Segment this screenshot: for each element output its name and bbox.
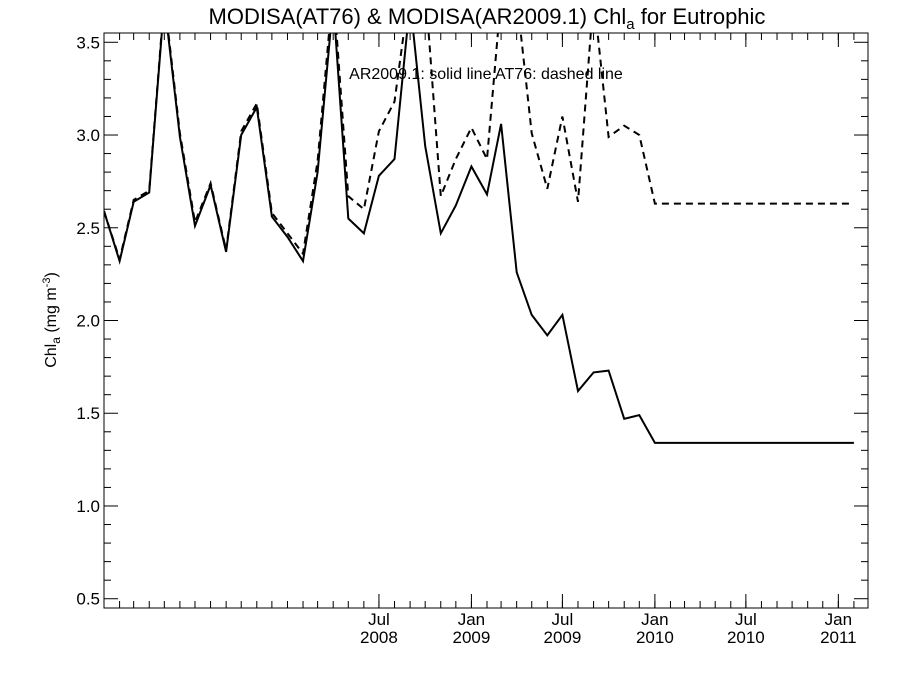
y-tick-label: 1.0 — [76, 497, 100, 516]
axes: 0.51.01.52.02.53.03.5Jul2008Jan2009Jul20… — [76, 32, 869, 647]
y-tick-label: 2.5 — [76, 219, 100, 238]
x-tick-month: Jan — [641, 610, 668, 629]
x-tick-month: Jan — [825, 610, 852, 629]
x-tick-year: 2009 — [543, 628, 581, 647]
series-layer — [104, 33, 854, 444]
x-tick-month: Jul — [368, 610, 390, 629]
x-tick-year: 2008 — [360, 628, 398, 647]
x-tick-month: Jan — [458, 610, 485, 629]
y-tick-label: 1.5 — [76, 404, 100, 423]
x-tick-month: Jul — [735, 610, 757, 629]
y-tick-label: 2.0 — [76, 312, 100, 331]
x-tick-year: 2010 — [727, 628, 765, 647]
series-annotation: AR2009.1: solid line AT76: dashed line — [349, 66, 623, 83]
x-tick-year: 2011 — [820, 628, 857, 647]
y-tick-label: 3.5 — [76, 33, 100, 52]
plot-frame — [103, 32, 869, 609]
y-tick-label: 3.0 — [76, 126, 100, 145]
y-tick-label: 0.5 — [76, 590, 100, 609]
series-line-dashed — [104, 33, 854, 264]
chart-title: MODISA(AT76) & MODISA(AR2009.1) Chla for… — [209, 4, 766, 33]
x-tick-year: 2010 — [636, 628, 674, 647]
x-tick-year: 2009 — [453, 628, 491, 647]
y-axis-label: Chla (mg m-3) — [41, 272, 63, 368]
x-tick-month: Jul — [552, 610, 574, 629]
